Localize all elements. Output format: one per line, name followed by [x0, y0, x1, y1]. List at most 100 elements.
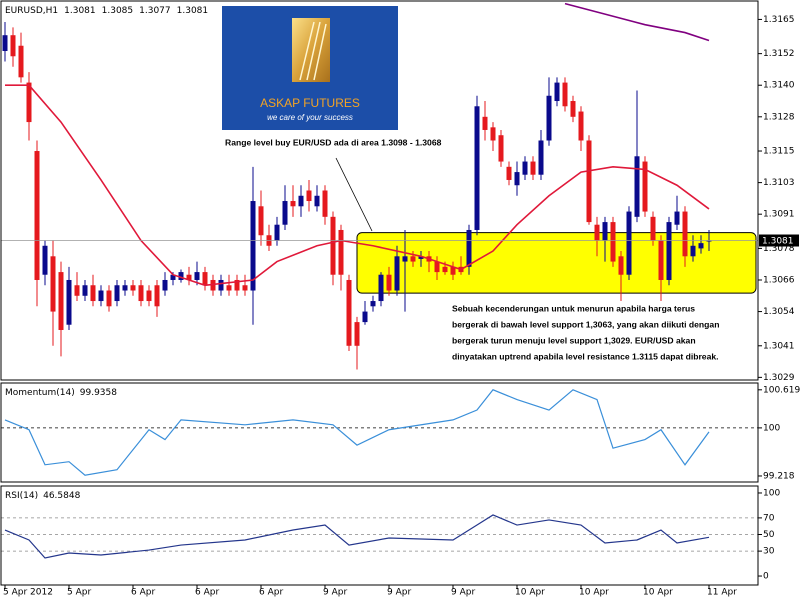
candle-body	[434, 261, 440, 273]
price-tag	[759, 234, 799, 247]
candle-body	[514, 172, 520, 186]
y-tick-label: 1.3078	[763, 244, 795, 254]
candle-body	[202, 272, 208, 286]
x-tick-label: 9 Apr	[451, 588, 475, 598]
x-tick-label: 10 Apr	[643, 588, 673, 598]
indicator-header: Momentum(14) 99.9358	[5, 388, 117, 398]
candle-body	[698, 243, 704, 249]
range-note: Range level buy EUR/USD ada di area 1.30…	[225, 137, 442, 147]
candle-body	[322, 190, 328, 217]
y-tick-label: 100	[763, 423, 780, 433]
candle-body	[106, 290, 112, 307]
note-line: dinyatakan uptrend apabila level resista…	[452, 351, 719, 361]
candle-body	[378, 274, 384, 302]
candle-body	[570, 101, 576, 117]
candle-body	[138, 285, 144, 302]
candle-body	[26, 82, 32, 123]
candle-body	[618, 256, 624, 275]
candle-body	[690, 245, 696, 257]
y-tick-label: 30	[763, 547, 775, 557]
candle-body	[146, 290, 152, 302]
candle-body	[538, 140, 544, 175]
x-tick-label: 9 Apr	[323, 588, 347, 598]
candle-body	[154, 285, 160, 307]
y-tick-label: 0	[763, 572, 769, 582]
candle-body	[674, 211, 680, 225]
y-tick-label: 1.3054	[763, 307, 795, 317]
note-line: Sebuah kecenderungan untuk menurun apabi…	[452, 303, 695, 313]
indicator-line	[4, 514, 710, 559]
y-tick-label: 1.3128	[763, 112, 795, 122]
candle-body	[370, 301, 376, 307]
candle-body	[418, 256, 424, 259]
x-tick-label: 10 Apr	[579, 588, 609, 598]
candle-body	[442, 266, 448, 273]
candle-body	[282, 201, 288, 225]
x-tick-label: 5 Apr 2012	[3, 588, 53, 598]
candle-body	[74, 285, 80, 296]
candle-body	[586, 140, 592, 223]
candle-body	[258, 206, 264, 236]
y-tick-label: 1.3115	[763, 147, 795, 157]
candle-body	[226, 285, 232, 291]
candle-body	[650, 216, 656, 241]
note-line: bergerak turun menuju level support 1,30…	[452, 335, 696, 345]
candle-body	[594, 224, 600, 241]
candle-body	[450, 266, 456, 275]
candle-body	[314, 195, 320, 207]
indicator-value: 46.5848	[43, 491, 80, 501]
y-tick-label: 100.6192	[763, 385, 800, 395]
candle-body	[554, 82, 560, 102]
x-tick-label: 6 Apr	[195, 588, 219, 598]
logo-icon	[292, 18, 330, 82]
y-tick-label: 70	[763, 513, 775, 523]
candle-body	[578, 111, 584, 141]
x-tick-label: 6 Apr	[259, 588, 283, 598]
candle-body	[394, 256, 400, 291]
candle-body	[346, 279, 352, 346]
candle-body	[474, 106, 480, 230]
indicator-title: Momentum(14)	[5, 388, 75, 398]
candle-body	[234, 279, 240, 291]
candle-body	[362, 311, 368, 323]
candle-body	[186, 274, 192, 280]
candle-body	[626, 211, 632, 275]
candle-body	[170, 274, 176, 280]
x-tick-label: 9 Apr	[387, 588, 411, 598]
candle-body	[66, 279, 72, 325]
candle-body	[218, 279, 224, 291]
candle-body	[466, 229, 472, 267]
indicator-title: RSI(14)	[5, 491, 38, 501]
y-tick-label: 50	[763, 530, 775, 540]
moving-average	[564, 2, 710, 42]
candle-body	[250, 201, 256, 291]
symbol: EURUSD,H1	[5, 6, 58, 16]
candle-body	[130, 285, 136, 291]
price-tag-label: 1.3081	[762, 237, 794, 247]
y-tick-label: 1.3140	[763, 81, 795, 91]
panel-frame	[0, 0, 759, 381]
candle-body	[34, 151, 40, 280]
candle-body	[530, 161, 536, 175]
chart-header: EURUSD,H1 1.3081 1.3085 1.3077 1.3081	[5, 6, 208, 16]
x-tick-label: 11 Apr	[707, 588, 737, 598]
candle-body	[50, 256, 56, 312]
logo-stripes	[299, 21, 327, 81]
candle-body	[90, 285, 96, 302]
candle-body	[490, 127, 496, 141]
candle-body	[274, 224, 280, 241]
note-line: bergerak di bawah level support 1,3063, …	[452, 319, 719, 329]
x-tick-label: 5 Apr	[67, 588, 91, 598]
panel-frame	[0, 382, 759, 483]
y-tick-label: 1.3066	[763, 275, 795, 285]
indicator-header: RSI(14) 46.5848	[5, 491, 81, 501]
candle-body	[706, 240, 712, 242]
candle-body	[10, 35, 16, 57]
candle-body	[610, 222, 616, 262]
y-tick-label: 1.3165	[763, 15, 795, 25]
candle-body	[498, 135, 504, 162]
candle-body	[522, 161, 528, 175]
candle-body	[210, 279, 216, 291]
candle-body	[682, 211, 688, 257]
candle-body	[402, 256, 408, 262]
